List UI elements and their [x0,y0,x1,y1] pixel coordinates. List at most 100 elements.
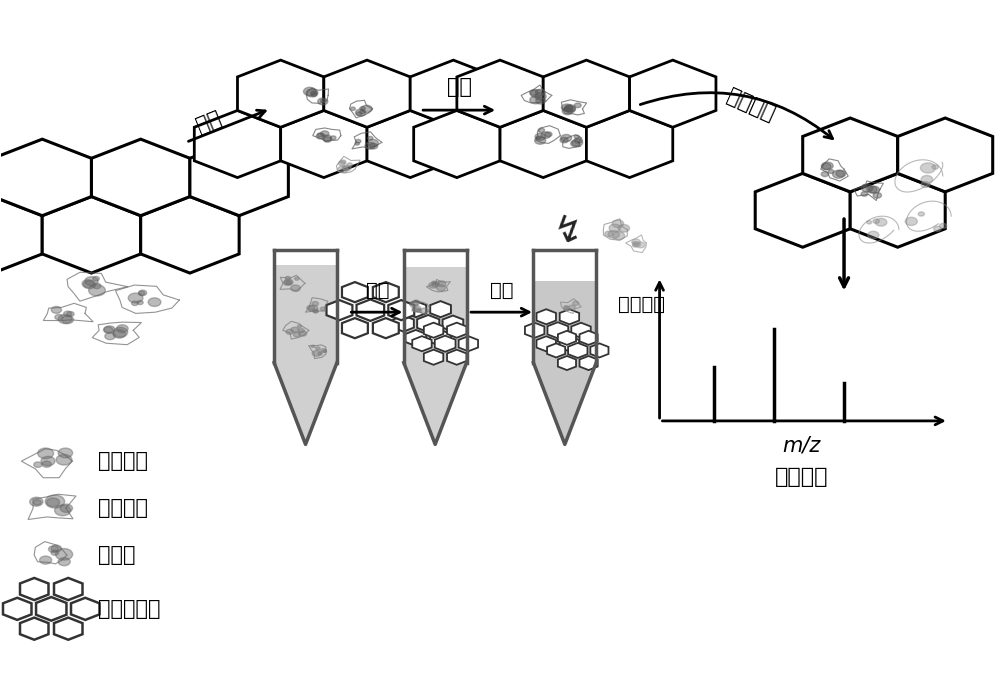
Circle shape [323,350,326,353]
Circle shape [564,105,573,112]
Circle shape [104,326,115,333]
Polygon shape [404,363,467,444]
Polygon shape [447,323,466,338]
Circle shape [55,315,63,320]
Polygon shape [525,323,544,338]
Polygon shape [414,111,500,177]
Circle shape [93,283,101,288]
Circle shape [339,161,345,166]
Circle shape [285,276,291,280]
Circle shape [869,186,879,193]
Polygon shape [3,598,31,620]
Circle shape [822,162,833,170]
Circle shape [307,305,314,311]
Circle shape [321,348,326,353]
Circle shape [60,504,73,512]
Circle shape [535,89,545,96]
Polygon shape [71,598,100,620]
Polygon shape [274,363,337,444]
Circle shape [148,298,161,307]
Circle shape [564,308,567,310]
Circle shape [530,90,538,95]
Polygon shape [410,60,497,127]
Polygon shape [342,282,368,302]
Polygon shape [357,299,384,321]
Circle shape [356,140,361,143]
Polygon shape [571,323,591,338]
Polygon shape [405,330,426,346]
Polygon shape [443,315,463,332]
Circle shape [41,456,55,466]
Circle shape [321,131,329,136]
Circle shape [939,223,947,228]
Polygon shape [424,350,443,365]
Circle shape [320,307,325,311]
Circle shape [55,505,71,516]
Polygon shape [20,617,48,640]
Circle shape [612,220,624,228]
Circle shape [294,277,299,280]
Polygon shape [190,139,288,216]
Circle shape [833,171,844,178]
Text: ↯: ↯ [550,214,586,252]
Circle shape [934,226,941,231]
Circle shape [436,284,446,291]
Circle shape [875,218,887,226]
Polygon shape [0,197,42,273]
Circle shape [83,280,96,288]
Polygon shape [54,578,83,600]
Polygon shape [547,343,565,357]
Circle shape [311,345,315,348]
Circle shape [873,219,879,223]
Circle shape [113,330,126,338]
Circle shape [561,134,572,142]
Circle shape [412,300,420,305]
Polygon shape [417,315,439,332]
Circle shape [58,557,70,565]
Circle shape [293,332,300,337]
Circle shape [45,495,65,508]
Circle shape [905,217,917,226]
Circle shape [64,311,72,317]
Circle shape [828,170,834,173]
Circle shape [410,302,418,307]
Circle shape [356,112,362,115]
Circle shape [58,314,72,324]
Polygon shape [558,356,576,370]
Circle shape [429,282,438,288]
Text: 质谱分析: 质谱分析 [775,466,828,487]
Circle shape [40,556,52,564]
Polygon shape [36,597,66,621]
Polygon shape [430,301,451,317]
Circle shape [541,132,551,138]
Circle shape [323,137,331,142]
Circle shape [284,279,293,285]
Circle shape [416,309,421,312]
Circle shape [569,305,575,309]
Polygon shape [424,323,443,338]
Circle shape [30,497,43,506]
Circle shape [535,93,546,100]
Polygon shape [373,282,399,302]
Circle shape [347,163,352,166]
Circle shape [821,163,831,170]
Circle shape [33,499,41,505]
Polygon shape [367,111,453,177]
Polygon shape [558,331,576,345]
Circle shape [342,166,348,171]
Polygon shape [324,60,410,127]
Polygon shape [543,60,630,127]
Circle shape [42,461,51,467]
Circle shape [355,109,366,116]
Circle shape [340,160,346,164]
Circle shape [861,191,868,196]
Polygon shape [457,60,543,127]
Circle shape [432,281,436,284]
Circle shape [89,284,105,296]
Circle shape [361,105,372,113]
Polygon shape [405,301,426,317]
Circle shape [863,185,867,187]
Circle shape [355,142,359,145]
Circle shape [545,132,552,137]
Polygon shape [459,336,478,351]
